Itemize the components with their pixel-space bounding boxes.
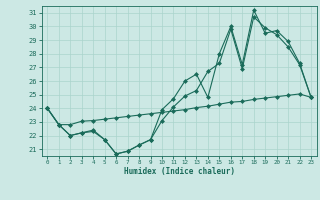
X-axis label: Humidex (Indice chaleur): Humidex (Indice chaleur) xyxy=(124,167,235,176)
